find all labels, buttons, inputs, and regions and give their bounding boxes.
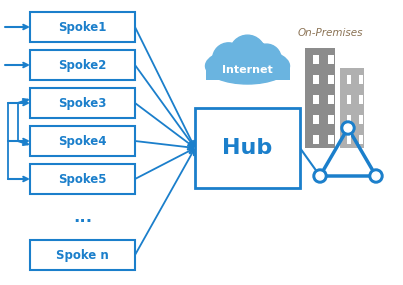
Circle shape — [341, 121, 355, 135]
Text: Spoke1: Spoke1 — [58, 21, 107, 34]
FancyBboxPatch shape — [359, 115, 364, 124]
FancyBboxPatch shape — [328, 135, 334, 144]
Ellipse shape — [243, 41, 268, 67]
Ellipse shape — [230, 35, 265, 70]
Text: Spoke5: Spoke5 — [58, 172, 107, 186]
FancyBboxPatch shape — [313, 135, 319, 144]
FancyBboxPatch shape — [206, 64, 289, 80]
Text: Internet: Internet — [222, 65, 273, 75]
FancyBboxPatch shape — [359, 75, 364, 84]
FancyBboxPatch shape — [347, 115, 351, 124]
FancyBboxPatch shape — [347, 75, 351, 84]
FancyBboxPatch shape — [30, 164, 135, 194]
FancyBboxPatch shape — [328, 55, 334, 64]
Text: ...: ... — [73, 208, 92, 226]
FancyBboxPatch shape — [30, 12, 135, 42]
FancyBboxPatch shape — [313, 55, 319, 64]
FancyBboxPatch shape — [359, 95, 364, 104]
FancyBboxPatch shape — [328, 115, 334, 124]
Text: Spoke4: Spoke4 — [58, 135, 107, 148]
FancyBboxPatch shape — [328, 95, 334, 104]
Circle shape — [316, 172, 324, 180]
Text: Spoke n: Spoke n — [56, 249, 109, 262]
Text: Hub: Hub — [222, 138, 272, 158]
Ellipse shape — [252, 44, 281, 74]
FancyBboxPatch shape — [195, 108, 300, 188]
FancyBboxPatch shape — [359, 135, 364, 144]
FancyBboxPatch shape — [340, 68, 364, 148]
Circle shape — [372, 172, 380, 180]
FancyBboxPatch shape — [313, 95, 319, 104]
Text: Spoke3: Spoke3 — [58, 97, 107, 109]
FancyBboxPatch shape — [30, 50, 135, 80]
FancyBboxPatch shape — [30, 88, 135, 118]
Text: Spoke2: Spoke2 — [58, 58, 107, 72]
FancyBboxPatch shape — [305, 48, 335, 148]
FancyBboxPatch shape — [347, 135, 351, 144]
Ellipse shape — [228, 42, 255, 69]
FancyBboxPatch shape — [30, 240, 135, 270]
Text: On-Premises: On-Premises — [297, 28, 363, 38]
Circle shape — [369, 169, 383, 183]
FancyBboxPatch shape — [347, 95, 351, 104]
Ellipse shape — [206, 48, 289, 84]
FancyBboxPatch shape — [313, 75, 319, 84]
FancyBboxPatch shape — [30, 126, 135, 156]
Circle shape — [344, 124, 352, 132]
FancyBboxPatch shape — [313, 115, 319, 124]
Ellipse shape — [213, 43, 245, 75]
Circle shape — [313, 169, 327, 183]
FancyBboxPatch shape — [328, 75, 334, 84]
